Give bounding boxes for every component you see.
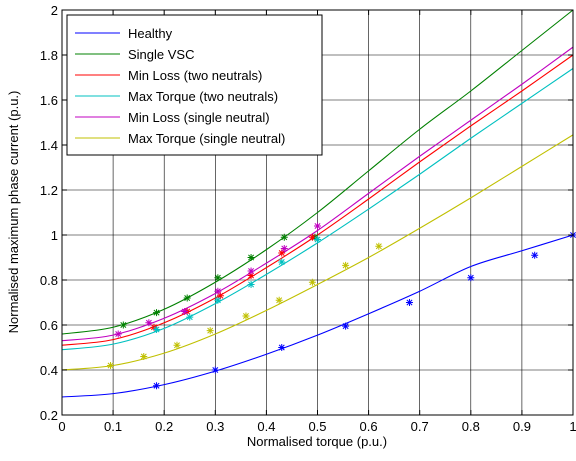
marker-max-torque-two-neutrals — [214, 296, 222, 304]
y-tick-label: 1.8 — [40, 48, 58, 63]
y-tick-label: 1 — [51, 228, 58, 243]
y-tick-label: 1.4 — [40, 138, 58, 153]
x-tick-label: 0.5 — [308, 419, 326, 434]
marker-min-loss-single-neutral — [247, 267, 255, 275]
legend-label-min-loss-two-neutrals: Min Loss (two neutrals) — [128, 68, 262, 83]
marker-healthy — [278, 344, 286, 351]
marker-single-vsc — [153, 309, 161, 317]
marker-min-loss-single-neutral — [214, 287, 222, 295]
marker-max-torque-single-neutral — [206, 327, 214, 335]
marker-single-vsc — [247, 254, 255, 261]
x-tick-labels: 0 0.1 0.2 0.3 0.4 0.5 0.6 0.7 0.8 0.9 1 — [58, 419, 576, 434]
marker-max-torque-two-neutrals — [247, 281, 255, 288]
y-tick-label: 1.2 — [40, 183, 58, 198]
x-tick-label: 0.3 — [206, 419, 224, 434]
y-tick-label: 1.6 — [40, 93, 58, 108]
y-tick-label: 0.6 — [40, 318, 58, 333]
x-tick-label: 0.9 — [513, 419, 531, 434]
legend: Healthy Single VSC Min Loss (two neutrals)… — [66, 14, 323, 156]
legend-label-healthy: Healthy — [128, 26, 173, 41]
y-tick-labels: 0.2 0.4 0.6 0.8 1 1.2 1.4 1.6 1.8 2 — [40, 3, 58, 423]
marker-min-loss-single-neutral — [114, 330, 122, 338]
legend-label-max-torque-two-neutrals: Max Torque (two neutrals) — [128, 89, 278, 104]
marker-max-torque-single-neutral — [140, 353, 148, 360]
x-tick-label: 0.2 — [155, 419, 173, 434]
x-tick-label: 0.1 — [104, 419, 122, 434]
y-tick-label: 0.4 — [40, 363, 58, 378]
marker-min-loss-single-neutral — [314, 222, 321, 230]
legend-label-single-vsc: Single VSC — [128, 47, 194, 62]
marker-single-vsc — [119, 321, 127, 329]
y-tick-label: 0.8 — [40, 273, 58, 288]
series-line-single-vsc — [61, 9, 574, 335]
marker-single-vsc — [214, 274, 222, 282]
marker-max-torque-single-neutral — [242, 312, 250, 320]
x-axis-label: Normalised torque (p.u.) — [247, 434, 387, 449]
marker-max-torque-single-neutral — [107, 362, 115, 369]
x-tick-label: 0 — [58, 419, 65, 434]
marker-max-torque-single-neutral — [275, 296, 283, 304]
x-tick-label: 1 — [569, 419, 576, 434]
marker-min-loss-single-neutral — [181, 308, 189, 315]
x-tick-label: 0.6 — [360, 419, 378, 434]
legend-box — [66, 14, 323, 156]
x-tick-label: 0.7 — [411, 419, 429, 434]
marker-max-torque-two-neutrals — [314, 236, 321, 243]
series-line-healthy — [61, 234, 574, 398]
marker-max-torque-two-neutrals — [278, 258, 286, 266]
series-line-max-torque-single-neutral — [61, 134, 574, 371]
marker-max-torque-single-neutral — [342, 261, 350, 269]
marker-healthy — [531, 251, 539, 259]
marker-healthy — [405, 299, 413, 306]
marker-healthy — [153, 382, 161, 390]
marker-min-loss-single-neutral — [280, 245, 288, 252]
legend-label-min-loss-single-neutral: Min Loss (single neutral) — [128, 110, 270, 125]
x-tick-label: 0.8 — [462, 419, 480, 434]
marker-single-vsc — [280, 233, 288, 241]
axis-ticks — [61, 9, 574, 416]
marker-max-torque-single-neutral — [308, 278, 316, 286]
legend-label-max-torque-single-neutral: Max Torque (single neutral) — [128, 131, 285, 146]
marker-max-torque-single-neutral — [375, 242, 383, 250]
marker-healthy — [211, 366, 219, 374]
y-axis-label: Normalised maximum phase current (p.u.) — [6, 91, 21, 334]
marker-healthy — [467, 274, 475, 282]
marker-single-vsc — [183, 294, 191, 302]
marker-healthy — [342, 322, 350, 330]
marker-max-torque-two-neutrals — [186, 313, 194, 321]
marker-max-torque-two-neutrals — [153, 326, 161, 333]
x-tick-label: 0.4 — [257, 419, 275, 434]
marker-max-torque-single-neutral — [173, 341, 181, 349]
y-tick-label: 2 — [51, 3, 58, 18]
y-tick-label: 0.2 — [40, 408, 58, 423]
marker-min-loss-single-neutral — [145, 319, 153, 327]
series-markers — [107, 222, 576, 390]
